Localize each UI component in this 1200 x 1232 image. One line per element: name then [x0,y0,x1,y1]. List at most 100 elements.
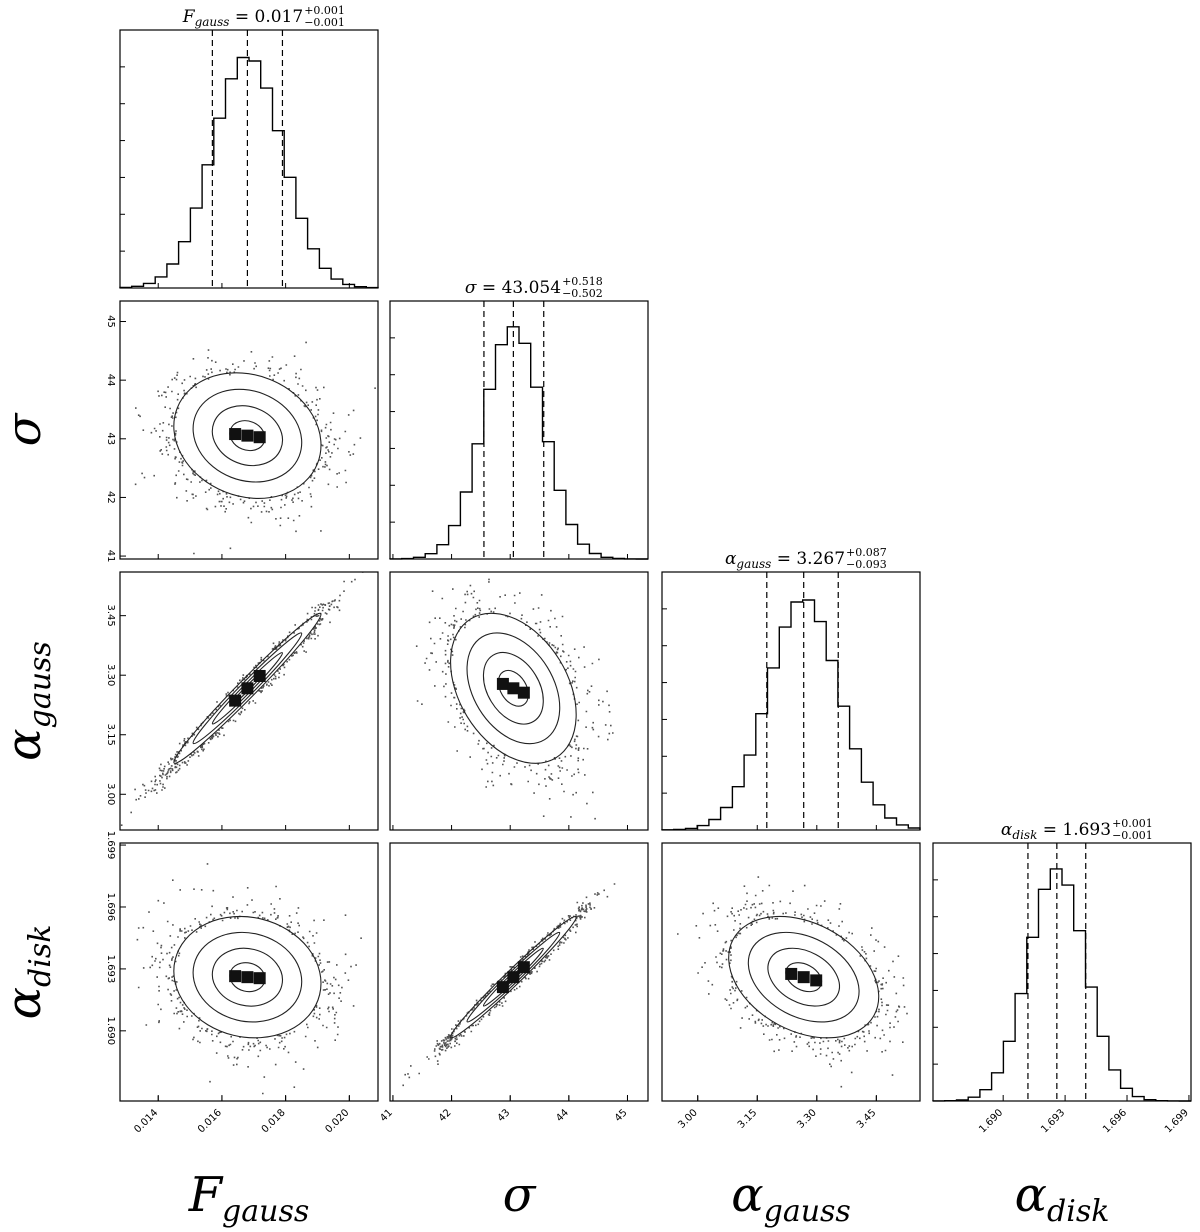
panel-frame [119,571,379,831]
axis-symbol: σ [503,1167,537,1223]
contour-level-3 [211,947,283,1007]
scatter-panel-alpha_gauss-vs-alpha_disk [661,842,921,1102]
title-subscript: gauss [736,557,771,571]
x-axis-label-alpha_disk: αdisk [1015,1167,1110,1229]
y-tick-label-alpha_disk: 1.696 [105,893,116,922]
scatter-panel-sigma-vs-alpha_disk [389,842,649,1102]
x-tick-label-alpha_gauss: 3.00 [676,1107,700,1131]
density-peak [241,429,254,442]
scatter-content [120,572,364,826]
density-peak [229,970,242,983]
density-peak [507,682,520,695]
y-tick-label-sigma: 44 [105,374,116,387]
x-tick-label-sigma: 43 [496,1107,513,1124]
panel-frame [119,842,379,1102]
panel-title-F_gauss: Fgauss = 0.017 [182,7,303,29]
title-plus: +0.001 [304,4,345,17]
panel-frame [389,842,649,1102]
axis-subscript: gauss [764,1194,851,1229]
x-tick-label-sigma: 45 [613,1107,630,1124]
x-tick-label-alpha_disk: 1.690 [977,1107,1005,1135]
x-tick-label-alpha_gauss: 3.45 [855,1107,879,1131]
y-tick-label-alpha_disk: 1.693 [105,955,116,984]
title-plus: +0.518 [562,275,603,288]
histogram-panel-F_gauss: Fgauss = 0.017 +0.001−0.001 [119,4,379,289]
panel-frame [389,571,649,831]
density-peak [517,961,530,974]
contour-level-1 [450,612,577,764]
x-tick-label-alpha_gauss: 3.15 [736,1107,760,1131]
title-symbol: σ [465,278,477,298]
axis-symbol: F [188,1167,224,1223]
y-tick-label-alpha_gauss: 3.15 [105,724,116,746]
panel-frame [119,29,379,289]
y-axis-label-sigma: σ [0,412,52,446]
density-peak [810,974,823,987]
density-peak [241,971,254,984]
scatter-panel-F_gauss-vs-alpha_gauss [119,571,379,831]
panel-title-sigma: σ = 43.054 [465,278,561,298]
y-tick-label-alpha_disk: 1.699 [105,831,116,860]
scatter-panel-F_gauss-vs-sigma [119,300,379,560]
y-tick-label-alpha_gauss: 3.45 [105,605,116,627]
y-tick-label-alpha_gauss: 3.30 [105,664,116,686]
contour-level-2 [747,931,860,1023]
x-tick-label-F_gauss: 0.018 [260,1107,288,1135]
axis-symbol: α [731,1167,763,1223]
x-tick-label-sigma: 42 [437,1107,454,1124]
panel-frame [661,571,921,831]
contour-level-2 [192,388,303,483]
scatter-content [136,863,362,1095]
contour-level-4 [497,669,529,707]
panel-frame [661,842,921,1102]
panel-frame [932,842,1192,1102]
panel-title-alpha_disk: αdisk = 1.693 [1001,820,1111,842]
axis-subscript: gauss [23,641,58,728]
y-tick-label-alpha_gauss: 3.00 [105,783,116,805]
y-axis-label-alpha_gauss: αgauss [0,641,58,761]
axis-symbol: α [1015,1167,1047,1223]
x-tick-label-alpha_disk: 1.693 [1039,1107,1067,1135]
title-plus: +0.001 [1112,817,1153,830]
contour-level-3 [767,947,840,1007]
y-tick-label-sigma: 41 [105,550,116,563]
density-peak [253,669,266,682]
y-tick-label-sigma: 45 [105,315,116,328]
panel-frame [119,300,379,560]
panel-title-alpha_gauss: αgauss = 3.267 [725,549,845,571]
title-minus: −0.502 [562,287,603,300]
density-peak [229,694,242,707]
x-axis-label-alpha_gauss: αgauss [731,1167,851,1229]
histogram-panel-alpha_disk: αdisk = 1.693 +0.001−0.001 [932,817,1192,1102]
contour-level-1 [173,612,322,764]
title-value: = 0.017 [229,7,303,27]
histogram-panel-alpha_gauss: αgauss = 3.267 +0.087−0.093 [661,546,921,831]
title-minus: −0.001 [304,16,345,29]
density-peak [253,972,266,985]
contour-level-3 [211,405,283,467]
density-peak [785,967,798,980]
scatter-content [677,876,908,1088]
axis-symbol: α [0,987,52,1019]
axis-subscript: disk [23,925,58,987]
x-tick-label-sigma: 41 [378,1107,395,1124]
histogram-F_gauss [119,56,379,289]
scatter-points [120,572,364,826]
title-value: = 43.054 [477,278,562,298]
density-peak [229,428,242,441]
density-peak [496,981,509,994]
title-minus: −0.001 [1112,829,1153,842]
x-tick-label-F_gauss: 0.020 [323,1107,351,1135]
axis-subscript: gauss [222,1194,309,1229]
axis-subscript: disk [1047,1194,1109,1229]
histogram-alpha_gauss [661,599,921,831]
scatter-points [415,578,614,820]
title-symbol: α [1001,820,1013,840]
contour-level-2 [466,632,561,745]
y-tick-label-sigma: 42 [105,491,116,504]
axis-symbol: α [0,728,52,760]
scatter-content [415,578,614,820]
density-peak [496,677,509,690]
x-tick-label-alpha_disk: 1.699 [1163,1107,1191,1135]
